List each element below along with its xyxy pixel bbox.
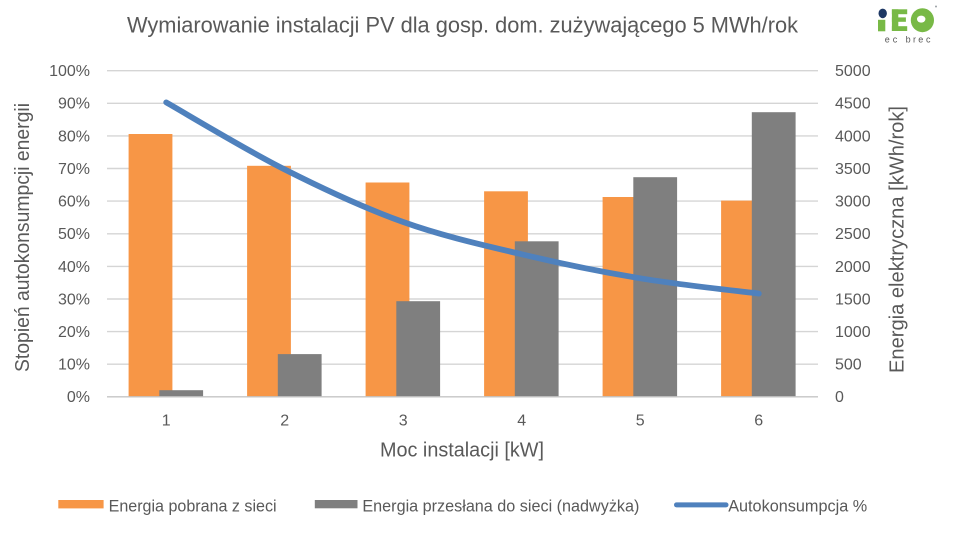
svg-text:100%: 100% [49, 63, 90, 80]
svg-text:70%: 70% [58, 161, 90, 178]
svg-text:2500: 2500 [835, 226, 871, 243]
svg-text:4: 4 [517, 413, 526, 430]
svg-text:50%: 50% [58, 226, 90, 243]
svg-text:1500: 1500 [835, 291, 871, 308]
svg-text:20%: 20% [58, 324, 90, 341]
svg-text:6: 6 [754, 413, 763, 430]
svg-text:Stopień autokonsumpcji energii: Stopień autokonsumpcji energii [12, 103, 34, 372]
svg-text:40%: 40% [58, 259, 90, 276]
svg-text:3500: 3500 [835, 161, 871, 178]
svg-text:ecbrec: ecbrec [885, 35, 931, 45]
svg-text:2: 2 [280, 413, 289, 430]
svg-text:90%: 90% [58, 96, 90, 113]
svg-text:10%: 10% [58, 357, 90, 374]
svg-text:Autokonsumpcja %: Autokonsumpcja % [728, 498, 867, 516]
svg-text:Energia pobrana z sieci: Energia pobrana z sieci [109, 498, 277, 516]
svg-text:Wymiarowanie instalacji PV dla: Wymiarowanie instalacji PV dla gosp. dom… [127, 12, 799, 37]
svg-text:4000: 4000 [835, 128, 871, 145]
svg-text:Energia przesłana do sieci (na: Energia przesłana do sieci (nadwyżka) [362, 498, 639, 516]
svg-text:3000: 3000 [835, 194, 871, 211]
svg-text:60%: 60% [58, 194, 90, 211]
svg-text:30%: 30% [58, 291, 90, 308]
svg-text:2000: 2000 [835, 259, 871, 276]
svg-text:0%: 0% [67, 389, 90, 406]
svg-text:Moc instalacji [kW]: Moc instalacji [kW] [380, 439, 544, 461]
svg-text:1: 1 [162, 413, 171, 430]
svg-text:Energia elektryczna [kWh/rok]: Energia elektryczna [kWh/rok] [887, 106, 909, 373]
svg-text:1000: 1000 [835, 324, 871, 341]
svg-text:80%: 80% [58, 128, 90, 145]
svg-text:3: 3 [399, 413, 408, 430]
svg-text:5: 5 [636, 413, 645, 430]
svg-text:500: 500 [835, 357, 862, 374]
svg-text:5000: 5000 [835, 63, 871, 80]
svg-text:4500: 4500 [835, 96, 871, 113]
svg-text:0: 0 [835, 389, 844, 406]
